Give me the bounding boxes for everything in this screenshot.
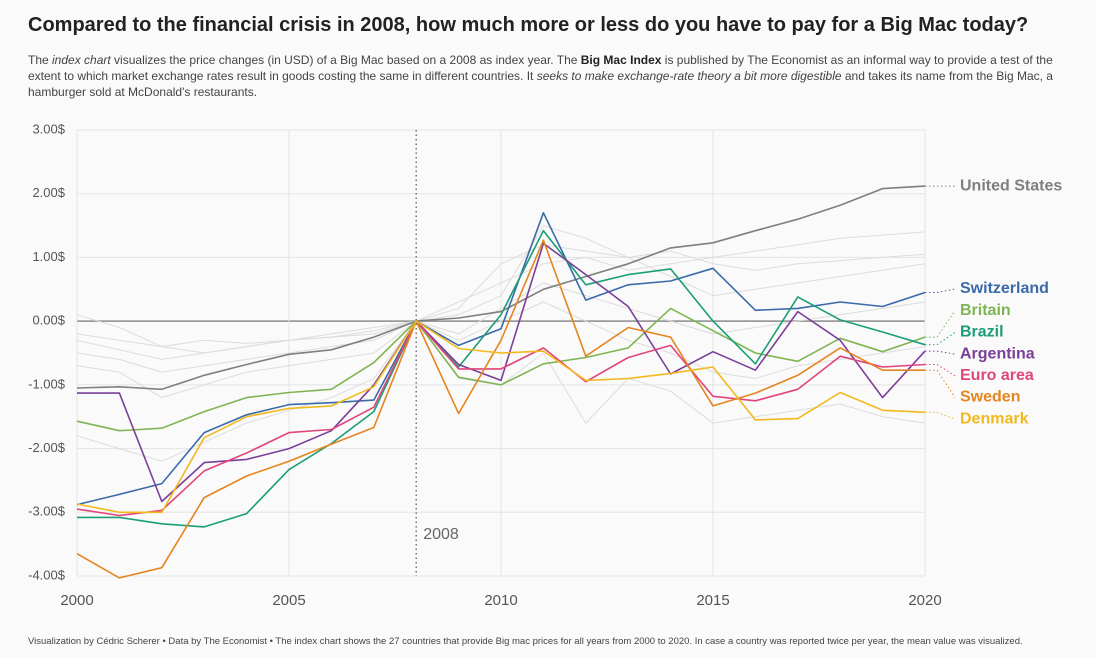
background-line [76,225,926,373]
subtitle-part: index chart [52,53,111,67]
series-line [76,212,926,506]
label-connector [925,331,956,346]
label-connector [925,363,956,377]
chart-title: Compared to the financial crisis in 2008… [28,14,1029,36]
y-tick-label: -4.00$ [28,567,66,582]
caption: Visualization by Cédric Scherer • Data b… [28,636,1023,647]
legend-label: Denmark [960,410,1029,427]
series-line [77,229,926,528]
series-line [76,320,926,517]
legend-label: Sweden [960,389,1020,406]
legend-label: Brazil [960,324,1004,341]
background-line [76,244,926,354]
label-connector [925,369,956,398]
chart: 3.00$ 2.00$ 1.00$ 0.00$ -1.00$ -2.00$ -3.00$ -4… [28,121,1062,609]
reference-label: 2008 [423,526,459,543]
legend-label: Switzerland [960,280,1049,297]
series-line [76,320,926,514]
subtitle-part: seeks to make exchange-rate theory a bit… [536,69,842,83]
background-line [76,301,926,399]
y-tick-label: 3.00$ [32,121,65,136]
legend-label: Argentina [960,345,1035,362]
label-connector [925,310,956,338]
subtitle-part: is published by The Economist as an info… [28,53,1053,83]
y-tick-label: 0.00$ [32,313,65,328]
label-connector [925,350,956,355]
label-connector [925,288,956,293]
x-tick-label: 2005 [272,592,305,609]
x-tick-label: 2010 [484,592,517,609]
y-tick-label: -2.00$ [28,440,66,455]
subtitle-part: visualizes the price changes (in USD) of… [110,53,581,67]
series-line [77,242,926,503]
chart-subtitle: The index chart visualizes the price cha… [28,52,1058,100]
x-tick-label: 2015 [696,592,729,609]
series-line [76,185,926,391]
legend-label: Euro area [960,367,1034,384]
y-tick-label: -3.00$ [28,504,66,519]
legend-label: United States [960,177,1062,194]
series-line [76,239,925,579]
x-tick-label: 2000 [60,592,93,609]
label-connector [925,411,956,420]
y-tick-label: -1.00$ [28,376,66,391]
x-tick-label: 2020 [908,592,941,609]
y-tick-label: 2.00$ [32,185,65,200]
series-line [76,307,926,432]
legend-label: Britain [960,302,1011,319]
subtitle-part: Big Mac Index [580,53,662,67]
subtitle-part: The [28,53,53,67]
background-line [76,282,926,348]
subtitle-part: and takes its name from the Big Mac, a h… [28,69,1053,99]
y-tick-label: 1.00$ [32,249,65,264]
